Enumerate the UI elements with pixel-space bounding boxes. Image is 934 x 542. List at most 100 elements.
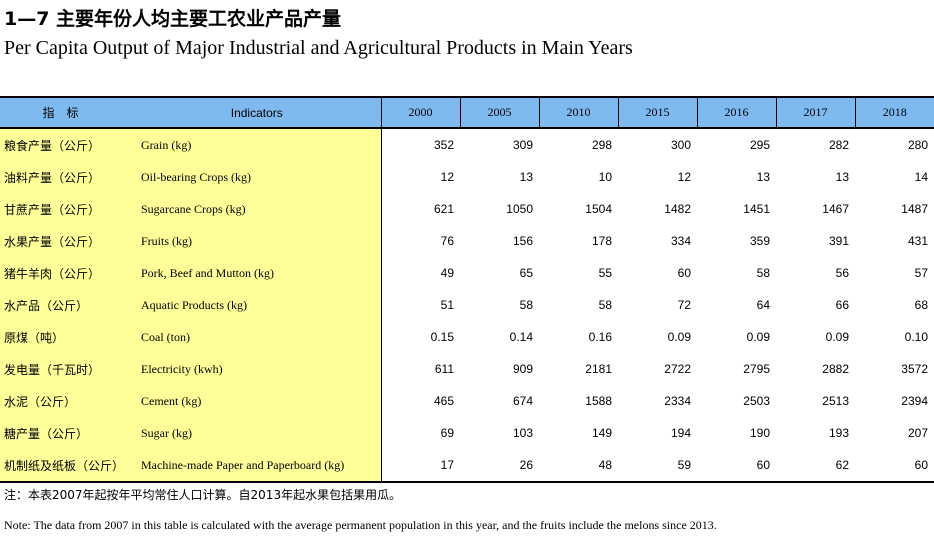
value-cell: 156 — [512, 234, 533, 248]
value-cell: 0.09 — [746, 330, 770, 344]
header-indicator-english: Indicators — [133, 96, 381, 129]
header-row: 指标 Indicators 2000 2005 2010 2015 2016 2… — [0, 96, 934, 129]
value-cell: 0.15 — [430, 330, 454, 344]
value-cell: 3572 — [901, 362, 928, 376]
indicator-chinese: 发电量（千瓦时） — [0, 353, 133, 385]
value-cell: 1487 — [901, 202, 928, 216]
value-cell: 64 — [756, 298, 770, 312]
table-row: 机制纸及纸板（公斤） Machine-made Paper and Paperbo… — [0, 449, 934, 483]
header-indicator-chinese: 指标 — [0, 96, 133, 129]
value-cell: 58 — [756, 266, 770, 280]
value-cell: 2334 — [664, 394, 691, 408]
value-cell: 621 — [433, 202, 454, 216]
indicator-chinese: 水泥（公斤） — [0, 385, 133, 417]
indicator-chinese: 水产品（公斤） — [0, 289, 133, 321]
table-row: 水产品（公斤） Aquatic Products (kg) 51 58 58 72 64 66… — [0, 289, 934, 321]
value-cell: 193 — [828, 426, 849, 440]
value-cell: 17 — [381, 449, 460, 483]
note-chinese: 注：本表2007年起按年平均常住人口计算。自2013年起水果包括果用瓜。 — [4, 488, 402, 502]
value-cell: 190 — [749, 426, 770, 440]
table-title-english: Per Capita Output of Major Industrial an… — [4, 37, 633, 59]
table-row: 粮食产量（公斤） Grain (kg) 352 309 298 300 295 282 280 — [0, 128, 934, 161]
header-year: 2015 — [617, 96, 697, 129]
value-cell: 207 — [907, 426, 928, 440]
value-cell: 1050 — [506, 202, 533, 216]
value-cell: 68 — [914, 298, 928, 312]
indicator-english: Grain (kg) — [133, 128, 382, 161]
header-year: 2010 — [538, 96, 618, 129]
value-cell: 49 — [440, 266, 454, 280]
table-row: 猪牛羊肉（公斤） Pork, Beef and Mutton (kg) 49 65 55… — [0, 257, 934, 289]
value-cell: 2503 — [743, 394, 770, 408]
value-cell: 10 — [598, 170, 612, 184]
indicator-english: Sugar (kg) — [133, 417, 382, 449]
indicator-english: Sugarcane Crops (kg) — [133, 193, 382, 225]
table-row: 糖产量（公斤） Sugar (kg) 69 103 149 194 190 193 207 — [0, 417, 934, 449]
value-cell: 282 — [828, 138, 849, 152]
value-cell: 12 — [440, 170, 454, 184]
value-cell: 298 — [591, 138, 612, 152]
value-cell: 60 — [855, 449, 934, 483]
value-cell: 58 — [598, 298, 612, 312]
value-cell: 65 — [519, 266, 533, 280]
table-body: 粮食产量（公斤） Grain (kg) 352 309 298 300 295 282 280 油… — [0, 128, 934, 483]
value-cell: 1451 — [743, 202, 770, 216]
value-cell: 178 — [591, 234, 612, 248]
value-cell: 359 — [749, 234, 770, 248]
value-cell: 352 — [433, 138, 454, 152]
indicator-chinese: 甘蔗产量（公斤） — [0, 193, 133, 225]
indicator-chinese: 机制纸及纸板（公斤） — [0, 449, 133, 483]
value-cell: 674 — [512, 394, 533, 408]
table-row: 原煤（吨） Coal (ton) 0.15 0.14 0.16 0.09 0.09 0.09 0… — [0, 321, 934, 353]
value-cell: 2394 — [901, 394, 928, 408]
value-cell: 13 — [756, 170, 770, 184]
indicator-chinese: 水果产量（公斤） — [0, 225, 133, 257]
value-cell: 103 — [512, 426, 533, 440]
value-cell: 0.14 — [509, 330, 533, 344]
value-cell: 51 — [440, 298, 454, 312]
value-cell: 334 — [670, 234, 691, 248]
table-row: 水泥（公斤） Cement (kg) 465 674 1588 2334 2503 2513 2… — [0, 385, 934, 417]
value-cell: 14 — [914, 170, 928, 184]
value-cell: 0.09 — [825, 330, 849, 344]
value-cell: 909 — [512, 362, 533, 376]
value-cell: 194 — [670, 426, 691, 440]
value-cell: 611 — [434, 362, 454, 376]
table-title-chinese: 1—7 主要年份人均主要工农业产品产量 — [4, 8, 342, 30]
indicator-english: Machine-made Paper and Paperboard (kg) — [133, 449, 382, 483]
value-cell: 1504 — [585, 202, 612, 216]
value-cell: 76 — [440, 234, 454, 248]
value-cell: 26 — [460, 449, 539, 483]
indicator-chinese: 糖产量（公斤） — [0, 417, 133, 449]
value-cell: 60 — [677, 266, 691, 280]
value-cell: 0.16 — [588, 330, 612, 344]
value-cell: 56 — [835, 266, 849, 280]
value-cell: 1588 — [585, 394, 612, 408]
value-cell: 280 — [907, 138, 928, 152]
indicator-english: Oil-bearing Crops (kg) — [133, 161, 382, 193]
value-cell: 62 — [776, 449, 855, 483]
value-cell: 309 — [512, 138, 533, 152]
header-year: 2000 — [380, 96, 460, 129]
output-table: 指标 Indicators 2000 2005 2010 2015 2016 2… — [0, 96, 934, 483]
value-cell: 59 — [618, 449, 697, 483]
value-cell: 72 — [677, 298, 691, 312]
table-row: 发电量（千瓦时） Electricity (kwh) 611 909 2181 2722 2… — [0, 353, 934, 385]
table-row: 油料产量（公斤） Oil-bearing Crops (kg) 12 13 10 12 13… — [0, 161, 934, 193]
value-cell: 149 — [591, 426, 612, 440]
header-year: 2018 — [854, 96, 934, 129]
value-cell: 55 — [598, 266, 612, 280]
value-cell: 58 — [519, 298, 533, 312]
value-cell: 2795 — [743, 362, 770, 376]
indicator-chinese: 原煤（吨） — [0, 321, 133, 353]
header-year: 2017 — [775, 96, 855, 129]
indicator-english: Aquatic Products (kg) — [133, 289, 382, 321]
value-cell: 0.09 — [667, 330, 691, 344]
value-cell: 48 — [539, 449, 618, 483]
value-cell: 300 — [670, 138, 691, 152]
indicator-chinese: 猪牛羊肉（公斤） — [0, 257, 133, 289]
value-cell: 2722 — [664, 362, 691, 376]
value-cell: 431 — [907, 234, 928, 248]
value-cell: 57 — [914, 266, 928, 280]
indicator-english: Pork, Beef and Mutton (kg) — [133, 257, 382, 289]
